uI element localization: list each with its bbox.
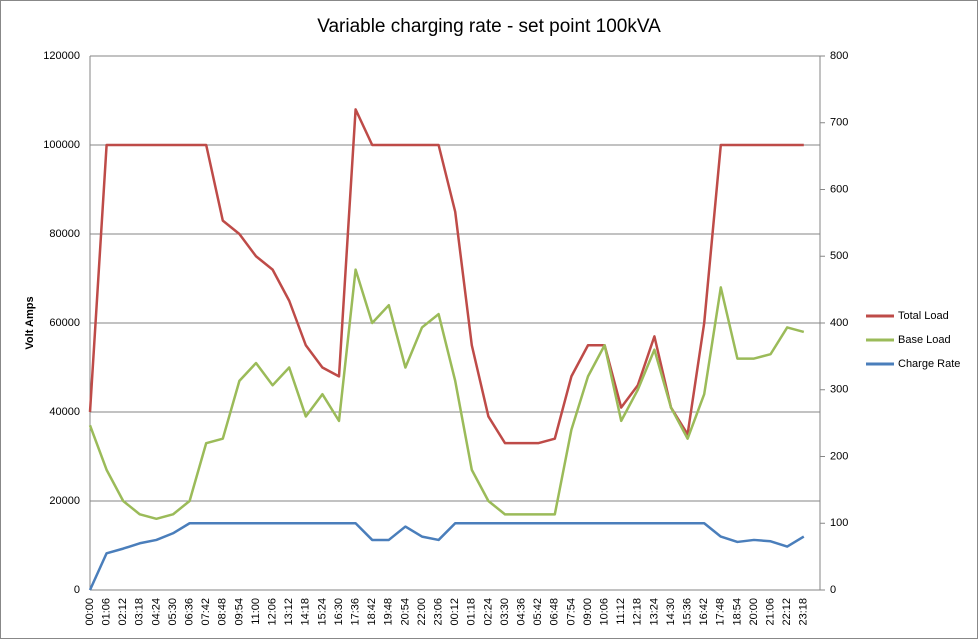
- y-tick-label: 0: [74, 584, 80, 596]
- x-tick-label: 20:54: [399, 598, 411, 626]
- x-tick-label: 16:30: [333, 598, 345, 626]
- x-tick-label: 13:24: [648, 598, 660, 626]
- x-tick-label: 01:06: [101, 598, 113, 626]
- y-tick-label: 100000: [43, 139, 80, 151]
- x-tick-label: 15:36: [682, 598, 694, 626]
- legend-label: Total Load: [898, 310, 949, 322]
- x-tick-label: 10:06: [599, 598, 611, 626]
- x-tick-label: 15:24: [316, 598, 328, 626]
- x-tick-label: 05:30: [167, 598, 179, 626]
- x-tick-label: 14:18: [300, 598, 312, 626]
- x-tick-label: 13:12: [283, 598, 295, 626]
- x-tick-label: 18:54: [731, 598, 743, 626]
- series-line: [88, 268, 805, 521]
- x-tick-label: 04:24: [150, 598, 162, 626]
- x-tick-label: 00:00: [84, 598, 96, 626]
- x-tick-label: 17:48: [715, 598, 727, 626]
- x-tick-label: 02:24: [482, 598, 494, 626]
- x-tick-label: 17:36: [350, 598, 362, 626]
- x-tick-label: 23:06: [433, 598, 445, 626]
- y2-tick-label: 700: [830, 117, 848, 129]
- x-tick-label: 01:18: [466, 598, 478, 626]
- x-tick-label: 07:54: [565, 598, 577, 626]
- x-tick-label: 23:18: [798, 598, 810, 626]
- y2-tick-label: 500: [830, 250, 848, 262]
- x-tick-label: 16:42: [698, 598, 710, 626]
- series-line: [88, 522, 805, 591]
- y2-tick-label: 800: [830, 50, 848, 62]
- x-tick-label: 06:48: [549, 598, 561, 626]
- y-tick-label: 80000: [49, 228, 80, 240]
- x-tick-label: 02:12: [117, 598, 129, 626]
- x-tick-label: 11:00: [250, 598, 262, 625]
- x-tick-label: 18:42: [366, 598, 378, 626]
- x-tick-label: 03:18: [134, 598, 146, 626]
- series-line: [88, 108, 804, 445]
- x-tick-label: 12:06: [267, 598, 279, 626]
- x-tick-label: 03:30: [499, 598, 511, 626]
- x-tick-label: 00:12: [449, 598, 461, 626]
- x-tick-label: 14:30: [665, 598, 677, 626]
- x-tick-label: 08:48: [217, 598, 229, 626]
- x-tick-label: 22:00: [416, 598, 428, 626]
- x-tick-label: 09:00: [582, 598, 594, 626]
- y2-tick-label: 600: [830, 183, 848, 195]
- legend-label: Charge Rate: [898, 358, 960, 370]
- x-tick-label: 19:48: [383, 598, 395, 626]
- x-tick-label: 22:12: [781, 598, 793, 626]
- legend-label: Base Load: [898, 334, 951, 346]
- x-tick-label: 21:06: [765, 598, 777, 626]
- y-tick-label: 20000: [49, 495, 80, 507]
- x-tick-label: 20:00: [748, 598, 760, 626]
- y-tick-label: 40000: [49, 406, 80, 418]
- y2-tick-label: 200: [830, 450, 848, 462]
- y2-tick-label: 100: [830, 517, 848, 529]
- y-tick-label: 120000: [43, 50, 80, 62]
- x-tick-label: 04:36: [516, 598, 528, 626]
- x-tick-label: 12:18: [632, 598, 644, 626]
- y2-tick-label: 400: [830, 317, 848, 329]
- x-tick-label: 09:54: [233, 598, 245, 626]
- chart-title: Variable charging rate - set point 100kV…: [317, 16, 661, 37]
- x-tick-label: 05:42: [532, 598, 544, 626]
- x-tick-label: 07:42: [200, 598, 212, 626]
- x-tick-label: 11:12: [615, 598, 627, 625]
- x-tick-label: 06:36: [184, 598, 196, 626]
- y-tick-label: 60000: [49, 317, 80, 329]
- y-axis-label: Volt Amps: [24, 296, 36, 349]
- y2-tick-label: 300: [830, 384, 848, 396]
- y2-tick-label: 0: [830, 584, 836, 596]
